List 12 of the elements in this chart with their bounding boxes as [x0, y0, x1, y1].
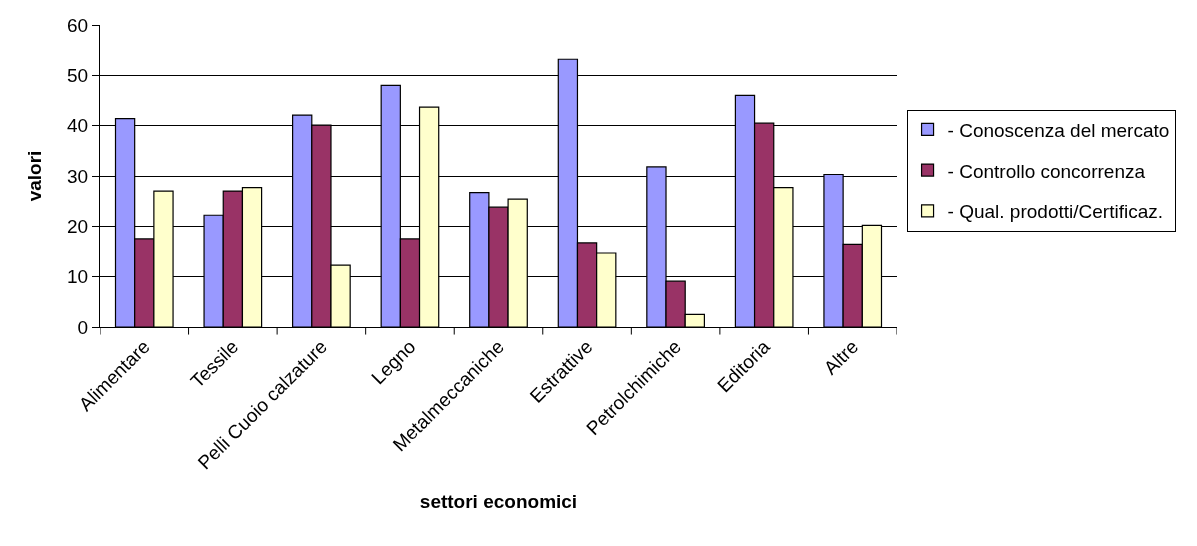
x-axis-title: settori economici — [419, 491, 578, 513]
legend-label: - Controllo concorrenza — [947, 160, 1146, 182]
legend-label: - Qual. prodotti/Certificaz. — [947, 201, 1163, 223]
y-tick-label: 60 — [67, 14, 89, 36]
y-tick-label: 0 — [77, 316, 89, 338]
y-tick-label: 10 — [67, 266, 89, 288]
y-tick-label: 30 — [67, 165, 89, 187]
legend-label: - Conoscenza del mercato — [947, 119, 1170, 141]
y-tick-label: 20 — [67, 215, 89, 237]
y-tick-label: 40 — [67, 115, 89, 137]
y-tick-label: 50 — [67, 64, 89, 86]
y-axis-title: valori — [23, 150, 45, 202]
